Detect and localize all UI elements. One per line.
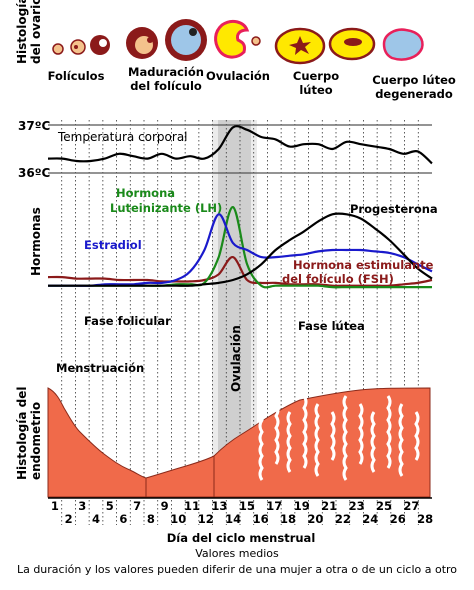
stage-label-corpus-luteum-2: lúteo: [299, 83, 332, 97]
stage-label-follicles: Folículos: [48, 69, 105, 83]
endometrium-gland: [274, 403, 280, 465]
endometrium-proliferative-layer: [213, 387, 431, 498]
day-label: 20: [307, 512, 323, 526]
follicle-maturing-2-oocyte: [189, 28, 197, 36]
footer-line-2: La duración y los valores pueden diferir…: [16, 563, 458, 576]
follicle-small-3-core: [99, 39, 107, 47]
fsh-line: [47, 256, 433, 287]
ovary-row: Histología del ovario Folículos Maduraci…: [15, 0, 456, 101]
day-label: 10: [170, 512, 186, 526]
day-label: 11: [184, 499, 200, 513]
day-label: 6: [119, 512, 127, 526]
endometrium-gland: [302, 395, 308, 469]
follicle-maturing-1-oocyte: [147, 37, 153, 43]
ovulation-follicle-shape: [214, 19, 250, 59]
endometrium-gland: [286, 411, 292, 473]
day-label: 23: [349, 499, 365, 513]
estradiol-label: Estradiol: [84, 238, 142, 252]
day-label: 27: [403, 499, 419, 513]
endometrium-gland: [342, 395, 348, 481]
endometrium-menstrual-tissue: [47, 387, 147, 498]
stage-label-maturation-1: Maduración: [128, 65, 204, 79]
stage-label-degenerated-2: degenerado: [375, 87, 453, 101]
estradiol-line: [48, 213, 433, 287]
lh-label-1: Hormona: [116, 186, 175, 200]
endometrium-gland: [398, 403, 404, 477]
ovulation-vertical-label: Ovulación: [229, 325, 243, 392]
day-labels: 1234567891011121314151617181920212223242…: [51, 499, 433, 526]
day-label: 12: [198, 512, 214, 526]
ovary-row-label-2: del ovario: [29, 0, 43, 64]
endometrium-row-label-1: Histología del: [15, 387, 29, 480]
endometrium-thin-layer: [145, 455, 215, 498]
corpus-luteum-degenerating-core: [344, 38, 362, 46]
endometrium-gland: [330, 411, 336, 461]
day-label: 19: [294, 499, 310, 513]
day-label: 4: [92, 512, 100, 526]
phase-luteal-label: Fase lútea: [298, 319, 365, 333]
phase-follicular-label: Fase folicular: [84, 314, 171, 328]
day-label: 16: [253, 512, 269, 526]
endometrium-gland: [386, 395, 392, 469]
day-label: 14: [225, 512, 241, 526]
day-label: 25: [376, 499, 392, 513]
day-label: 15: [239, 499, 255, 513]
progesterone-label: Progesterona: [350, 202, 438, 216]
follicle-small-2-core: [74, 45, 78, 49]
day-label: 7: [133, 499, 141, 513]
fsh-label-2: del folículo (FSH): [282, 272, 394, 286]
day-label: 9: [161, 499, 169, 513]
endometrium-glands: [258, 395, 420, 481]
endometrium-gland: [258, 395, 264, 481]
day-label: 17: [266, 499, 282, 513]
day-label: 3: [78, 499, 86, 513]
temp-37-label: 37ºC: [18, 119, 50, 133]
day-label: 13: [211, 499, 227, 513]
progesterone-line: [48, 212, 433, 287]
ovulation-released-egg: [251, 36, 261, 46]
x-axis-label: Día del ciclo menstrual: [167, 531, 316, 545]
lh-label-2: Luteinizante (LH): [110, 201, 222, 215]
menstruation-label: Menstruación: [56, 361, 144, 375]
day-label: 24: [362, 512, 378, 526]
temp-36-label: 36ºC: [18, 166, 50, 180]
endometrium-row-label-2: endometrio: [29, 402, 43, 480]
day-label: 1: [51, 499, 59, 513]
ovulation-band-edge-left: [212, 120, 218, 498]
temperature-series-label: Temperatura corporal: [57, 130, 188, 144]
stage-label-degenerated-1: Cuerpo lúteo: [372, 73, 456, 87]
day-label: 2: [65, 512, 73, 526]
stage-label-ovulation: Ovulación: [206, 69, 270, 83]
day-label: 21: [321, 499, 337, 513]
stage-label-corpus-luteum-1: Cuerpo: [293, 69, 339, 83]
hormones-row-label: Hormonas: [29, 207, 43, 276]
temperature-line: [47, 125, 433, 165]
endometrium-gland: [358, 403, 364, 465]
day-label: 18: [280, 512, 296, 526]
day-label: 5: [106, 499, 114, 513]
stage-label-maturation-2: del folículo: [130, 79, 202, 93]
follicle-small-1: [52, 43, 64, 55]
day-label: 28: [417, 512, 433, 526]
fsh-label-1: Hormona estimulante: [293, 258, 434, 272]
footer-line-1: Valores medios: [195, 547, 279, 560]
endometrium-gland: [314, 403, 320, 477]
endometrium-gland: [414, 411, 420, 461]
endometrium-gland: [370, 411, 376, 473]
corpus-luteum-degenerated: [382, 28, 424, 61]
corpus-luteum-star: [289, 36, 311, 55]
follicle-maturing-2-core: [171, 25, 201, 55]
day-label: 22: [335, 512, 351, 526]
day-label: 26: [390, 512, 406, 526]
ovary-row-label-1: Histología: [15, 0, 29, 64]
day-label: 8: [147, 512, 155, 526]
